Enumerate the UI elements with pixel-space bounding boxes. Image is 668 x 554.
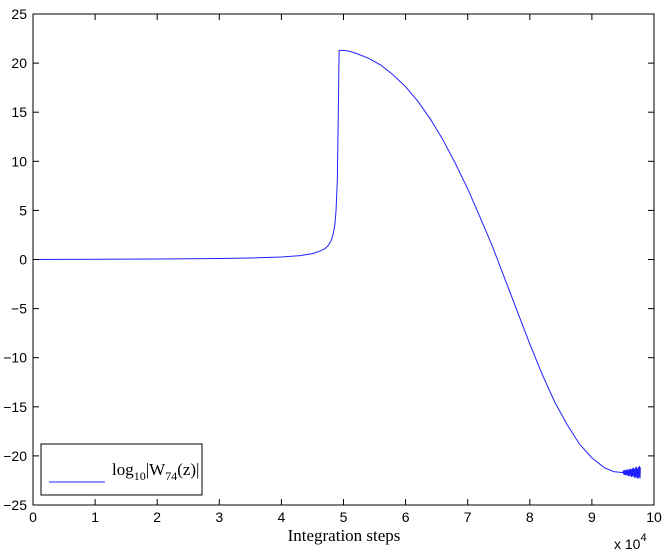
legend: log10|W74(z)| xyxy=(40,443,203,496)
x-axis-multiplier: x 104 xyxy=(614,532,647,552)
x-axis-ticks: 0 1 2 3 4 5 6 7 8 9 10 xyxy=(29,14,662,525)
y-tick-label: 20 xyxy=(11,55,27,71)
y-tick-label: −5 xyxy=(11,301,27,317)
x-tick-label: 3 xyxy=(215,509,223,525)
x-axis-multiplier-base: x 10 xyxy=(614,536,641,552)
x-tick-label: 10 xyxy=(646,509,662,525)
series-layer xyxy=(32,49,641,479)
y-tick-label: −20 xyxy=(3,448,27,464)
x-tick-label: 2 xyxy=(153,509,161,525)
legend-z: (z)| xyxy=(177,460,199,479)
y-tick-label: 25 xyxy=(11,6,27,22)
y-tick-label: −10 xyxy=(3,350,27,366)
x-tick-label: 7 xyxy=(464,509,472,525)
y-tick-label: 5 xyxy=(19,202,27,218)
x-tick-label: 0 xyxy=(29,509,37,525)
x-axis-label: Integration steps xyxy=(288,526,401,545)
x-tick-label: 9 xyxy=(588,509,596,525)
legend-log: log xyxy=(112,460,134,479)
legend-w-index: 74 xyxy=(165,469,177,483)
y-tick-label: 0 xyxy=(19,252,27,268)
legend-w: |W xyxy=(146,460,166,479)
x-tick-label: 1 xyxy=(91,509,99,525)
y-axis-ticks: 25 20 15 10 5 0 −5 −10 −15 −20 −25 xyxy=(3,6,654,513)
legend-label: log10|W74(z)| xyxy=(112,460,199,483)
y-tick-label: 15 xyxy=(11,104,27,120)
series-line xyxy=(32,49,641,479)
x-tick-label: 4 xyxy=(278,509,286,525)
x-tick-label: 6 xyxy=(402,509,410,525)
x-axis-multiplier-exponent: 4 xyxy=(640,532,646,544)
legend-log-base: 10 xyxy=(134,469,146,483)
y-tick-label: −15 xyxy=(3,399,27,415)
x-tick-label: 5 xyxy=(340,509,348,525)
x-tick-label: 8 xyxy=(526,509,534,525)
legend-box xyxy=(40,443,203,496)
y-tick-label: 10 xyxy=(11,153,27,169)
y-tick-label: −25 xyxy=(3,497,27,513)
